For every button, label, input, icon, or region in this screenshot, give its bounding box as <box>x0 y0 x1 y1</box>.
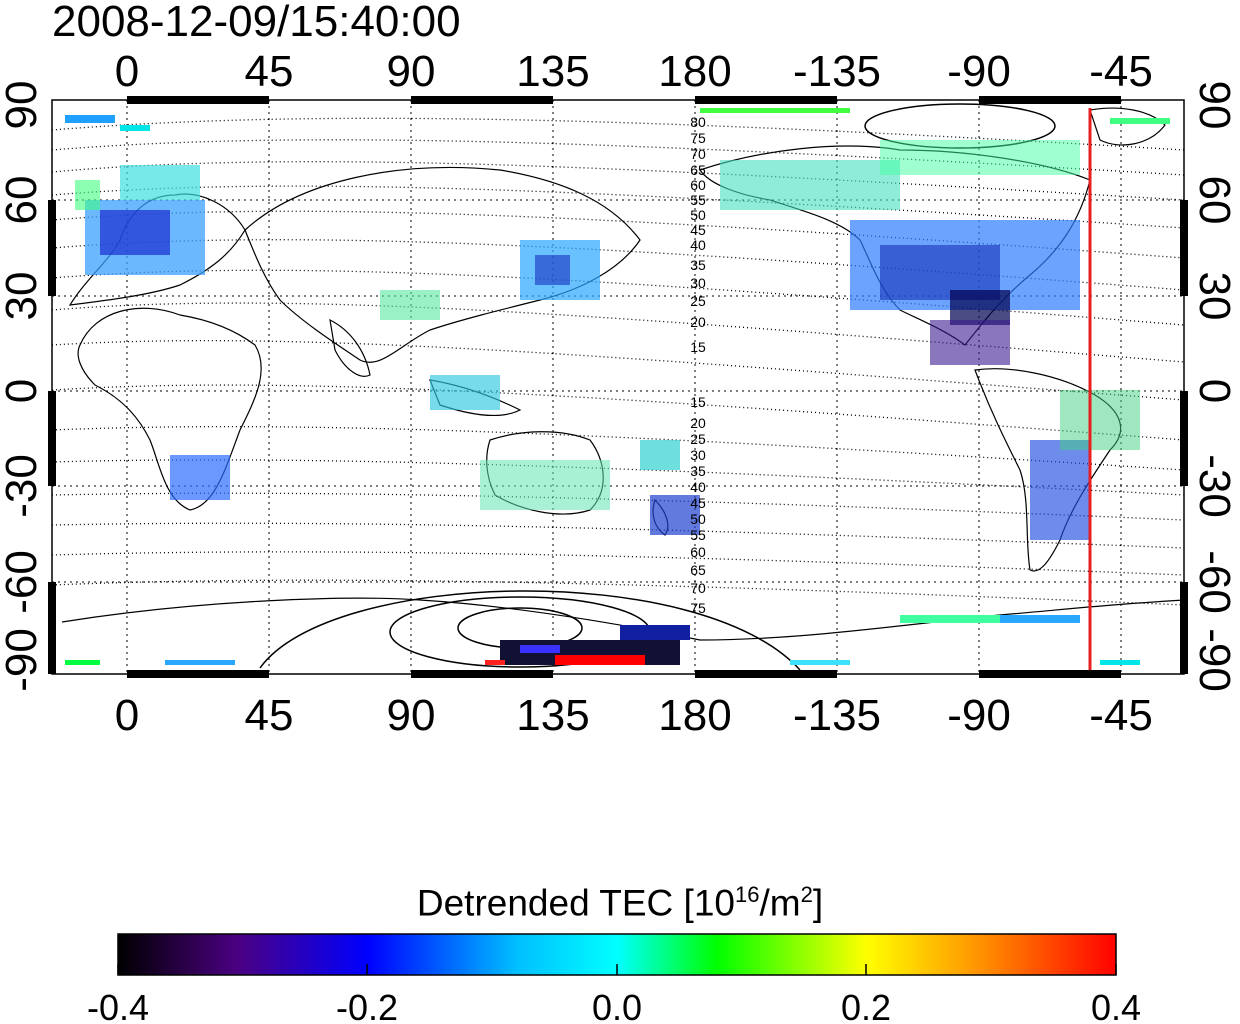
contour-label: 30 <box>690 447 706 463</box>
contour-label: 75 <box>690 130 706 146</box>
colorbar-title-sup: 16 <box>735 882 760 907</box>
left-axis-label: 30 <box>0 272 46 321</box>
map-frame <box>51 99 1185 675</box>
left-axis-label: -90 <box>0 628 46 692</box>
top-axis-label: 180 <box>658 47 731 96</box>
bottom-axis-label: -90 <box>947 691 1011 740</box>
colorbar-ticks <box>117 964 1117 975</box>
contour-label: 35 <box>690 463 706 479</box>
colorbar-tick-label: 0.2 <box>841 987 891 1024</box>
contour-label: 70 <box>690 580 706 596</box>
contour-label: 45 <box>690 222 706 238</box>
bottom-axis-label: 135 <box>516 691 589 740</box>
colorbar-title-end: ] <box>812 882 824 924</box>
contour-label: 25 <box>690 431 706 447</box>
contour-label: 20 <box>690 314 706 330</box>
colorbar-tick-label: 0.4 <box>1091 987 1141 1024</box>
left-axis-label: -30 <box>0 454 46 518</box>
contour-label: 65 <box>690 562 706 578</box>
contour-label: 45 <box>690 495 706 511</box>
axis-strips <box>48 96 1188 678</box>
top-axis-label: 0 <box>115 47 139 96</box>
colorbar-tick-label: -0.2 <box>336 987 398 1024</box>
bottom-axis: 0 45 90 135 180 -135 -90 -45 <box>115 691 1153 740</box>
tec-data-points <box>65 108 1170 665</box>
plot-title: 2008-12-09/15:40:00 <box>52 0 461 46</box>
right-axis-label: 0 <box>1190 379 1239 403</box>
contour-label: 30 <box>690 275 706 291</box>
top-axis-label: 90 <box>387 47 436 96</box>
right-axis-label: -60 <box>1190 550 1239 614</box>
colorbar-tick-labels: -0.4 -0.2 0.0 0.2 0.4 <box>87 987 1141 1024</box>
contour-label: 15 <box>690 394 706 410</box>
right-axis: 90 60 30 0 -30 -60 -90 <box>1190 81 1239 692</box>
bottom-axis-label: 0 <box>115 691 139 740</box>
left-axis-label: 60 <box>0 176 46 225</box>
right-axis-label: -30 <box>1190 454 1239 518</box>
map-panel <box>52 100 1184 674</box>
contour-label: 70 <box>690 146 706 162</box>
right-axis-label: 30 <box>1190 272 1239 321</box>
contour-label: 75 <box>690 600 706 616</box>
left-axis-label: -60 <box>0 550 46 614</box>
contour-label: 55 <box>690 527 706 543</box>
colorbar-title: Detrended TEC [1016/m2] <box>0 870 1240 928</box>
contour-labels: 80 75 70 65 60 55 50 45 40 35 30 25 20 1… <box>690 114 706 616</box>
bottom-axis-label: 180 <box>658 691 731 740</box>
right-axis-label: 90 <box>1190 81 1239 130</box>
top-axis-label: -90 <box>947 47 1011 96</box>
contour-label: 35 <box>690 257 706 273</box>
right-axis-label: 60 <box>1190 176 1239 225</box>
contour-label: 60 <box>690 177 706 193</box>
left-axis: 90 60 30 0 -30 -60 -90 <box>0 81 46 692</box>
contour-label: 20 <box>690 415 706 431</box>
contour-label: 55 <box>690 192 706 208</box>
contour-label: 40 <box>690 479 706 495</box>
left-axis-label: 0 <box>0 379 46 403</box>
contour-label: 60 <box>690 544 706 560</box>
contour-label: 15 <box>690 339 706 355</box>
colorbar-title-sup: 2 <box>800 882 813 907</box>
top-axis-label: -45 <box>1089 47 1153 96</box>
top-axis-label: -135 <box>793 47 881 96</box>
right-axis-label: -90 <box>1190 628 1239 692</box>
bottom-axis-label: 45 <box>245 691 294 740</box>
contour-label: 25 <box>690 293 706 309</box>
contour-label: 80 <box>690 114 706 130</box>
contour-label: 50 <box>690 207 706 223</box>
colorbar-title-mid: /m <box>759 882 801 924</box>
left-axis-label: 90 <box>0 81 46 130</box>
colorbar-tick-label: 0.0 <box>592 987 642 1024</box>
contour-label: 65 <box>690 162 706 178</box>
top-axis-label: 45 <box>245 47 294 96</box>
contour-label: 50 <box>690 511 706 527</box>
bottom-axis-label: -135 <box>793 691 881 740</box>
pole-contours <box>259 103 1056 671</box>
colorbar-title-main: Detrended TEC [10 <box>416 882 735 924</box>
bottom-axis-label: -45 <box>1089 691 1153 740</box>
bottom-axis-label: 90 <box>387 691 436 740</box>
top-axis-label: 135 <box>516 47 589 96</box>
contour-label: 40 <box>690 237 706 253</box>
top-axis: 0 45 90 135 180 -135 -90 -45 <box>115 47 1153 96</box>
colorbar-tick-label: -0.4 <box>87 987 149 1024</box>
